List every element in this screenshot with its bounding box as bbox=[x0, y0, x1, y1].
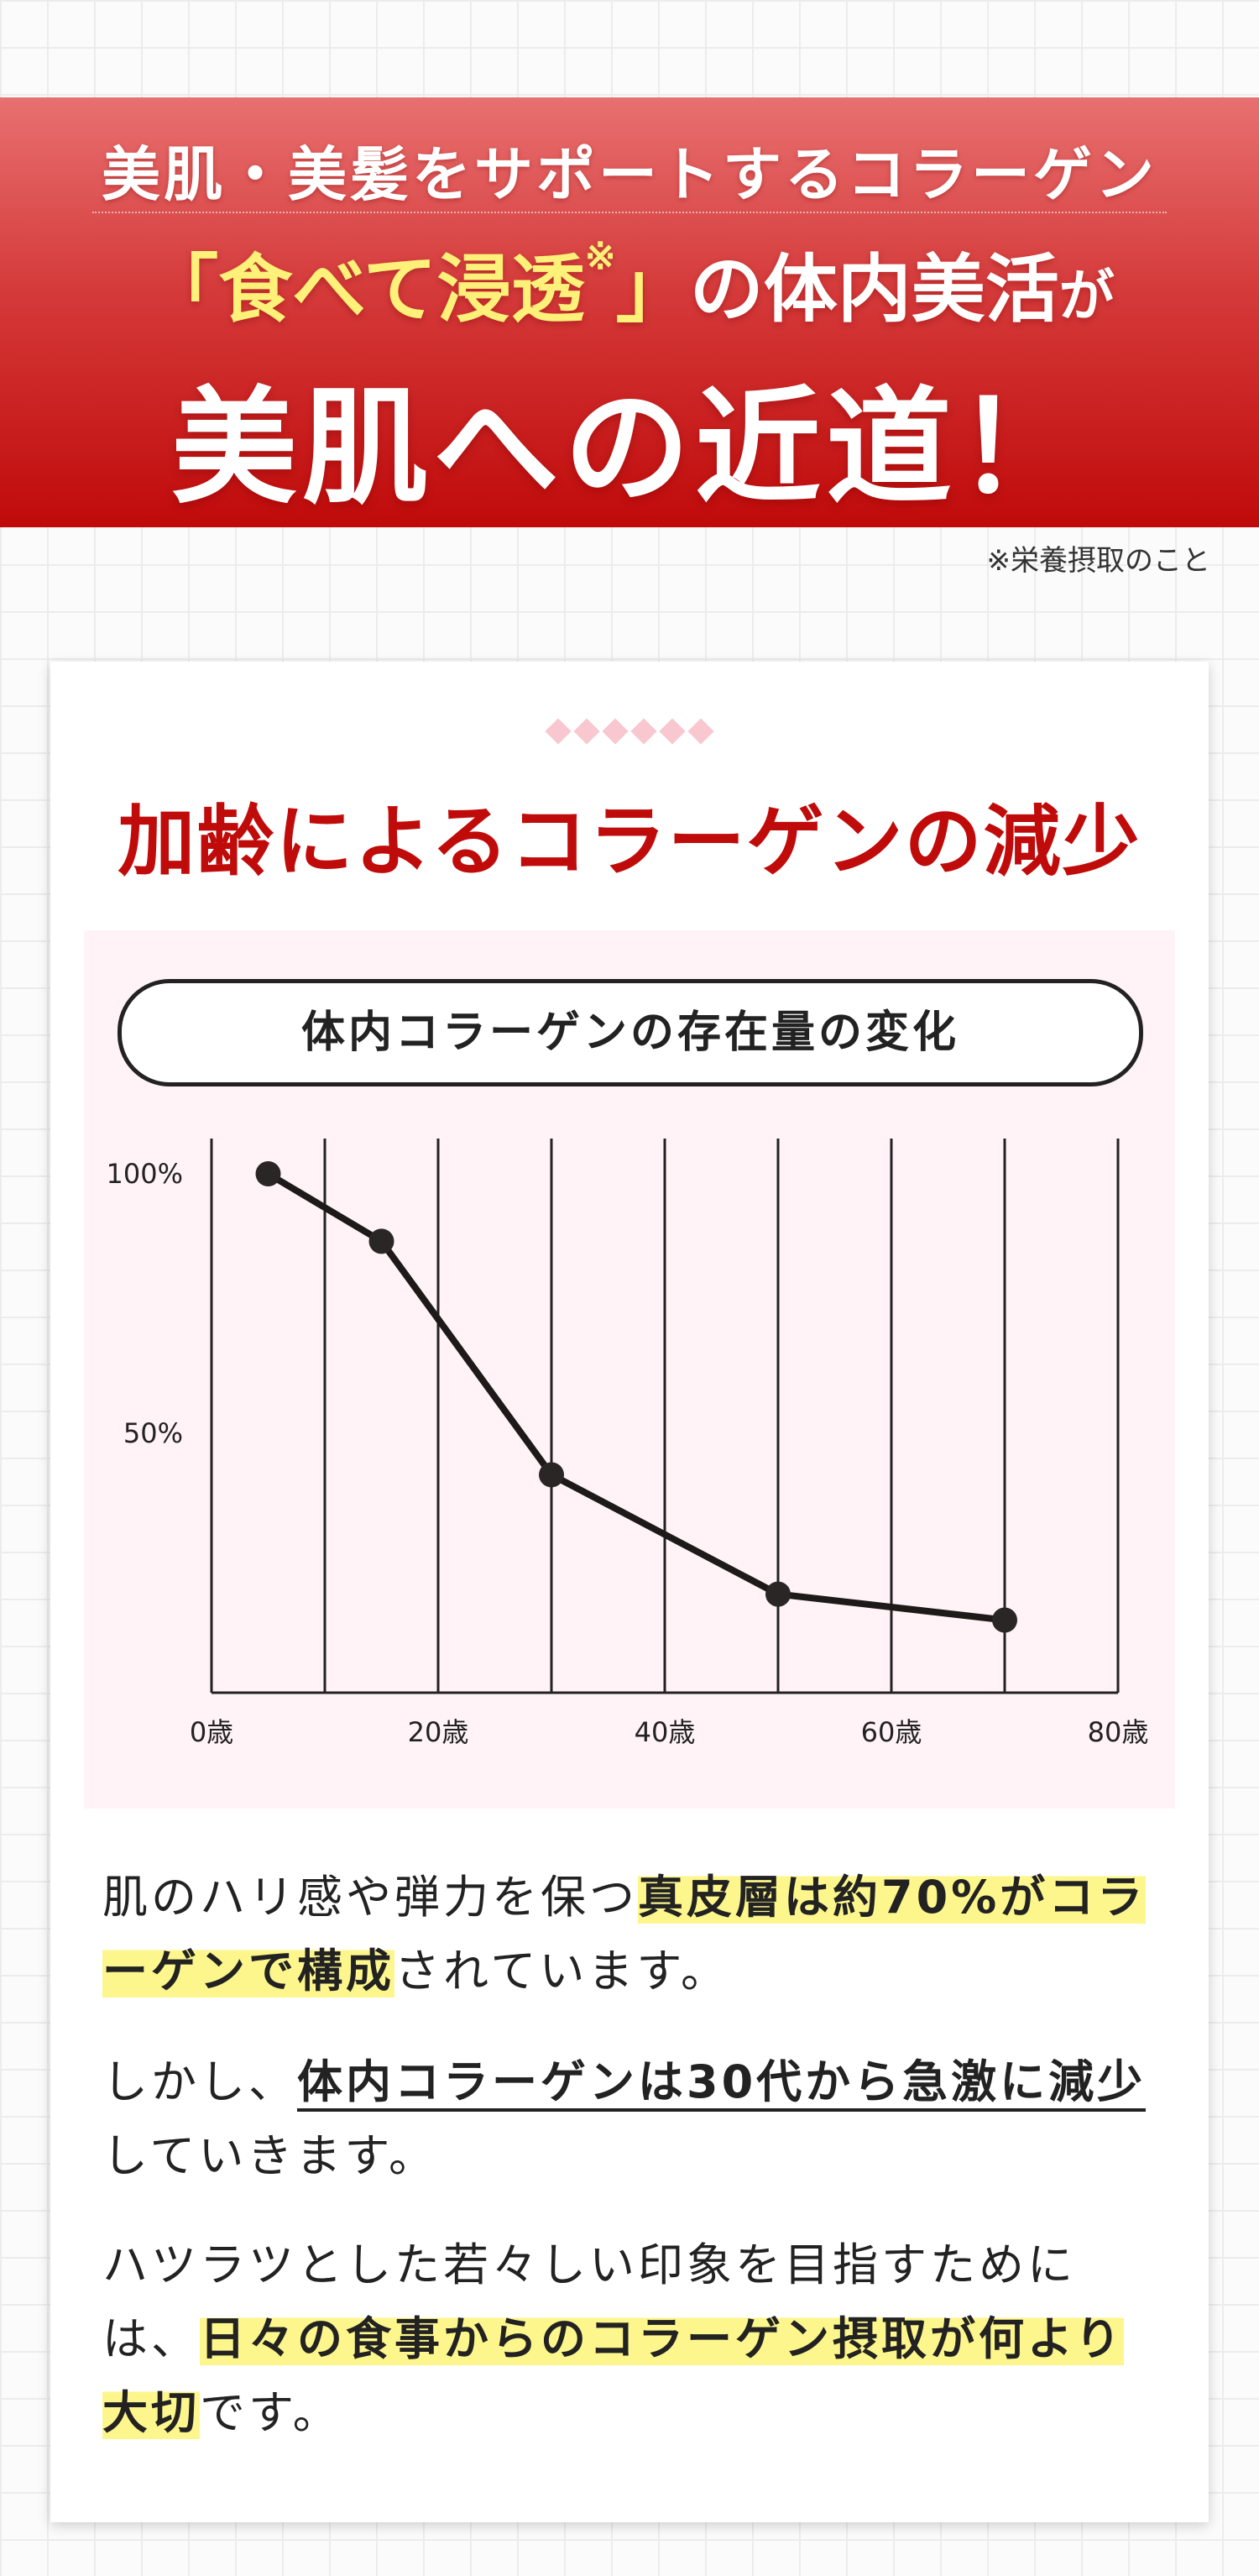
collagen-line-chart: 0歳 20歳 40歳 60歳 80歳 50% 100% bbox=[107, 1139, 1149, 1748]
x-tick-label: 80歳 bbox=[1088, 1716, 1149, 1748]
hero-divider bbox=[92, 212, 1167, 213]
paragraph-text: されています。 bbox=[394, 1945, 729, 1997]
hero-main-copy: 美肌への近道！ bbox=[170, 374, 1088, 521]
hero-banner: 美肌・美髪をサポートするコラーゲン 「食べて浸透※」の体内美活が 美肌への近道！ bbox=[0, 97, 1259, 527]
section-title: 加齢によるコラーゲンの減少 bbox=[118, 796, 1141, 887]
x-tick-label: 60歳 bbox=[861, 1716, 922, 1748]
paragraph-text: 肌のハリ感や弾力を保つ bbox=[102, 1871, 638, 1924]
y-tick-label: 100% bbox=[107, 1158, 183, 1190]
diamond-icon bbox=[687, 718, 714, 745]
data-point bbox=[539, 1462, 564, 1488]
underlined-text: 体内コラーゲンは30代から急激に減少 bbox=[297, 2055, 1147, 2112]
data-point bbox=[255, 1161, 281, 1186]
hero-bracket-open: 「 bbox=[144, 245, 219, 332]
diamond-icon bbox=[573, 718, 600, 745]
diamond-icon bbox=[659, 718, 686, 745]
paragraph-text: していきます。 bbox=[102, 2129, 437, 2182]
content-card: 加齢によるコラーゲンの減少 0歳 20歳 40歳 60歳 80歳 50% 100% 体内コラ… bbox=[50, 662, 1209, 2522]
footnote: ※栄養摂取のこと bbox=[986, 544, 1211, 578]
diamond-icon bbox=[630, 718, 657, 745]
chart-heading: 体内コラーゲンの存在量の変化 bbox=[118, 979, 1143, 1086]
hero-highlight-text: 食べて浸透 bbox=[218, 245, 585, 332]
x-tick-label: 40歳 bbox=[635, 1716, 696, 1748]
x-tick-label: 0歳 bbox=[190, 1716, 233, 1748]
diamond-icon bbox=[602, 718, 629, 745]
hero-footnote-mark: ※ bbox=[584, 235, 616, 278]
paragraph-intake: ハツラツとした若々しい印象を目指すためには、日々の食事からのコラーゲン摂取が何よ… bbox=[102, 2228, 1160, 2450]
decorative-diamonds bbox=[50, 718, 1209, 745]
chart-panel: 0歳 20歳 40歳 60歳 80歳 50% 100% 体内コラーゲンの存在量の変化 bbox=[84, 930, 1175, 1809]
paragraph-text: です。 bbox=[200, 2386, 342, 2439]
paragraph-dermis: 肌のハリ感や弾力を保つ真皮層は約70%がコラーゲンで構成されています。 bbox=[102, 1861, 1160, 2008]
y-tick-label: 50% bbox=[123, 1417, 183, 1449]
hero-headline: 「食べて浸透※」の体内美活が bbox=[0, 230, 1259, 337]
paragraph-text: ハツラツとした若々しい印象を目指すためには、 bbox=[102, 2238, 1076, 2365]
hero-headline-rest: の体内美活 bbox=[689, 245, 1059, 332]
hero-bracket-close: 」 bbox=[615, 245, 690, 332]
data-point bbox=[992, 1607, 1017, 1633]
data-point bbox=[368, 1228, 394, 1254]
hero-headline-particle: が bbox=[1058, 263, 1115, 328]
paragraph-text: しかし、 bbox=[102, 2055, 297, 2108]
hero-tagline: 美肌・美髪をサポートするコラーゲン bbox=[102, 140, 1157, 209]
data-point bbox=[765, 1581, 791, 1607]
x-tick-label: 20歳 bbox=[408, 1716, 469, 1748]
paragraph-decline: しかし、体内コラーゲンは30代から急激に減少していきます。 bbox=[102, 2045, 1160, 2193]
diamond-icon bbox=[545, 718, 572, 745]
